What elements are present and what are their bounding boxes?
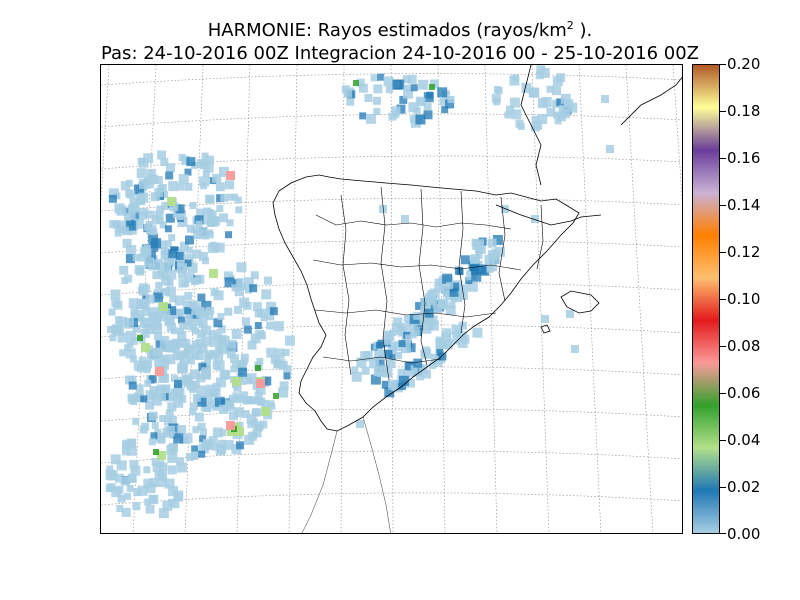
colorbar-tick — [720, 205, 726, 206]
colorbar-tick-label: 0.06 — [727, 384, 761, 402]
colorbar-gradient — [693, 65, 719, 533]
colorbar-fill — [693, 65, 719, 533]
colorbar-tick — [720, 393, 726, 394]
colorbar-tick — [720, 158, 726, 159]
colorbar-tick — [720, 533, 726, 534]
chart-title: HARMONIE: Rayos estimados (rayos/km2 ). … — [0, 14, 800, 65]
colorbar-tick — [720, 487, 726, 488]
lightning-map — [100, 64, 683, 534]
colorbar-tick — [720, 440, 726, 441]
colorbar — [692, 64, 720, 534]
colorbar-tick-label: 0.20 — [727, 55, 761, 73]
colorbar-tick-label: 0.12 — [727, 243, 761, 261]
colorbar-ticks: 0.00 0.02 0.04 0.06 0.08 0.10 0.12 0.14 0.16 0.18… — [720, 55, 790, 543]
colorbar-tick-label: 0.16 — [727, 149, 761, 167]
colorbar-tick — [720, 346, 726, 347]
colorbar-tick-label: 0.02 — [727, 478, 761, 496]
title-line-2: Pas: 24-10-2016 00Z Integracion 24-10-20… — [100, 43, 699, 64]
lightning-cells — [105, 65, 614, 519]
colorbar-tick-label: 0.18 — [727, 102, 761, 120]
province-borders — [301, 186, 544, 533]
colorbar-tick-label: 0.04 — [727, 431, 761, 449]
colorbar-tick — [720, 299, 726, 300]
colorbar-tick — [720, 111, 726, 112]
colorbar-tick — [720, 252, 726, 253]
colorbar-tick-label: 0.14 — [727, 196, 761, 214]
colorbar-tick-label: 0.08 — [727, 337, 761, 355]
colorbar-tick-label: 0.10 — [727, 290, 761, 308]
colorbar-tick — [720, 64, 726, 65]
title-line-1: HARMONIE: Rayos estimados (rayos/km2 ). — [207, 19, 593, 41]
map-canvas — [101, 65, 682, 533]
coastline — [272, 65, 682, 432]
colorbar-tick-label: 0.00 — [727, 525, 761, 543]
